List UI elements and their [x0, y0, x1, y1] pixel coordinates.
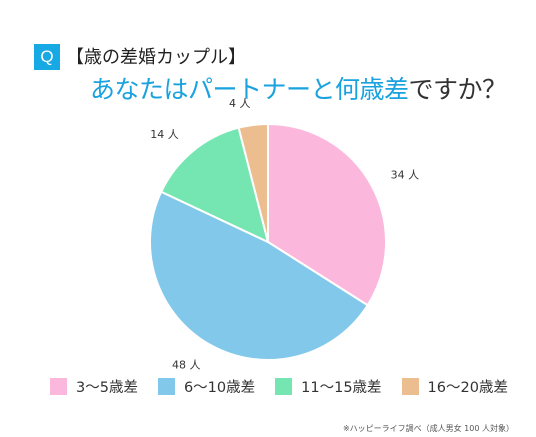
legend-swatch-1	[157, 378, 175, 395]
data-label-3: 4 人	[229, 97, 251, 110]
title-highlight: あなたはパートナーと何歳差	[90, 75, 409, 104]
legend-label-3: 16〜20歳差	[427, 380, 508, 396]
legend-swatch-0	[50, 378, 67, 395]
legend-item-1: 6〜10歳差	[157, 376, 256, 397]
pie-slice-1	[149, 190, 370, 361]
legend-swatch-3	[401, 378, 419, 395]
chart-legend: 3〜5歳差 6〜10歳差 11〜15歳差 16〜20歳差	[50, 376, 528, 397]
data-label-1: 48 人	[172, 359, 201, 372]
pie-slice-3	[237, 122, 269, 243]
pie-slice-2	[159, 126, 270, 244]
legend-swatch-2	[275, 378, 293, 395]
title-rest: ですか？	[408, 75, 508, 104]
chart-title: あなたはパートナーと何歳差ですか？	[90, 70, 507, 106]
legend-item-3: 16〜20歳差	[401, 376, 508, 397]
chart-subtitle: 【歳の差婚カップル】	[66, 47, 246, 68]
legend-label-2: 11〜15歳差	[301, 380, 382, 396]
question-badge: Q	[34, 44, 60, 70]
legend-label-0: 3〜5歳差	[76, 380, 138, 396]
data-label-2: 14 人	[150, 128, 179, 141]
source-note: ※ハッピーライフ調べ（成人男女 100 人対象）	[342, 424, 514, 433]
legend-item-0: 3〜5歳差	[50, 376, 138, 397]
legend-label-1: 6〜10歳差	[183, 380, 256, 396]
legend-item-2: 11〜15歳差	[275, 376, 382, 397]
data-label-0: 34 人	[391, 169, 420, 182]
